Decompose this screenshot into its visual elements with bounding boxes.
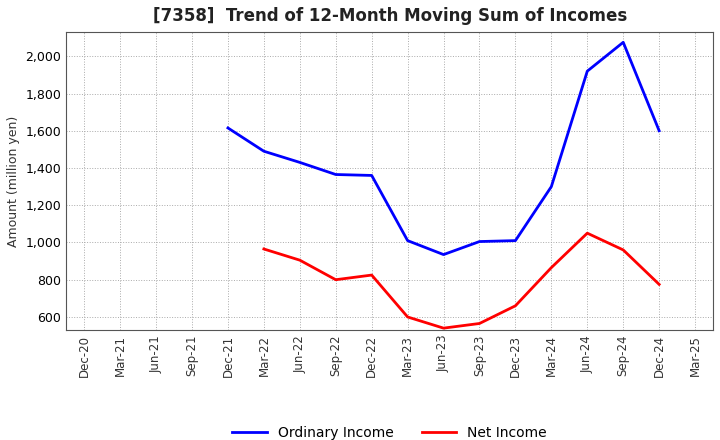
Ordinary Income [295, 160, 304, 165]
Line: Ordinary Income: Ordinary Income [228, 42, 659, 255]
Net Income [295, 257, 304, 263]
Ordinary Income [403, 238, 412, 243]
Net Income [439, 326, 448, 331]
Y-axis label: Amount (million yen): Amount (million yen) [7, 115, 20, 247]
Ordinary Income [583, 69, 592, 74]
Ordinary Income [511, 238, 520, 243]
Legend: Ordinary Income, Net Income: Ordinary Income, Net Income [227, 420, 553, 440]
Title: [7358]  Trend of 12-Month Moving Sum of Incomes: [7358] Trend of 12-Month Moving Sum of I… [153, 7, 627, 25]
Net Income [654, 282, 663, 287]
Ordinary Income [619, 40, 628, 45]
Net Income [619, 247, 628, 253]
Net Income [403, 314, 412, 319]
Ordinary Income [547, 184, 556, 189]
Net Income [547, 265, 556, 270]
Ordinary Income [259, 149, 268, 154]
Net Income [475, 321, 484, 326]
Ordinary Income [331, 172, 340, 177]
Ordinary Income [367, 173, 376, 178]
Ordinary Income [439, 252, 448, 257]
Ordinary Income [475, 239, 484, 244]
Net Income [583, 231, 592, 236]
Net Income [511, 303, 520, 308]
Line: Net Income: Net Income [264, 233, 659, 328]
Net Income [331, 277, 340, 282]
Ordinary Income [224, 125, 233, 131]
Net Income [367, 272, 376, 278]
Ordinary Income [654, 128, 663, 133]
Net Income [259, 246, 268, 252]
